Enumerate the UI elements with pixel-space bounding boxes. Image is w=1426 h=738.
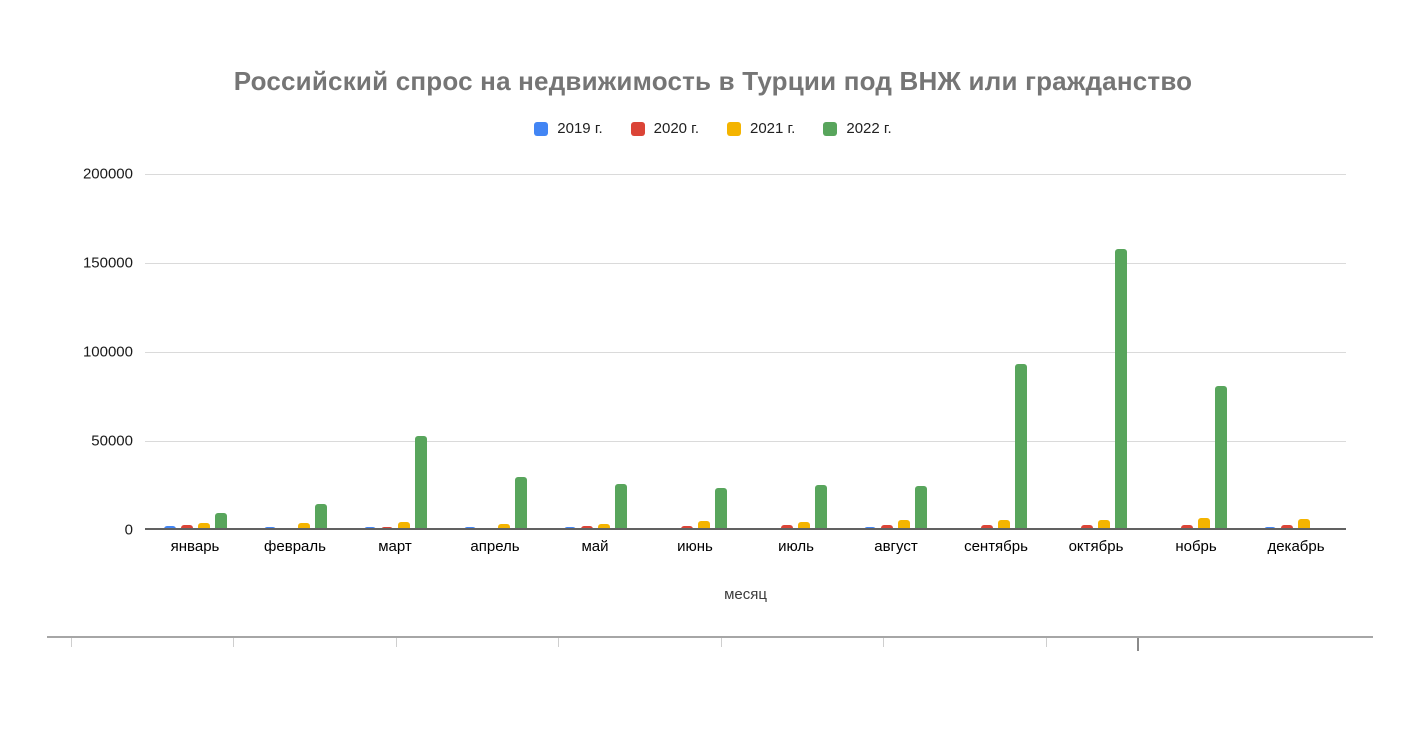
y-tick-label: 100000 <box>82 343 133 361</box>
ruler-tick <box>396 638 397 647</box>
ruler-tick <box>233 638 234 647</box>
bottom-ruler <box>47 636 1373 638</box>
gridline-150000 <box>145 263 1346 264</box>
bar-сентябрь-2021г. <box>998 520 1010 530</box>
ruler-tick-major <box>1137 638 1139 651</box>
gridline-0 <box>145 528 1346 530</box>
legend-label: 2021 г. <box>750 120 796 137</box>
bar-февраль-2021г. <box>298 523 310 530</box>
x-tick-label: апрель <box>470 538 520 555</box>
bar-май-2022г. <box>615 484 627 530</box>
x-tick-label: август <box>874 538 918 555</box>
ruler-tick <box>71 638 72 647</box>
bar-июль-2020г. <box>781 525 793 530</box>
bar-август-2022г. <box>915 486 927 530</box>
y-tick-label: 150000 <box>82 254 133 272</box>
y-tick-label: 50000 <box>91 432 133 450</box>
bar-май-2021г. <box>598 524 610 530</box>
bar-сентябрь-2022г. <box>1015 364 1027 530</box>
ruler-tick <box>558 638 559 647</box>
bar-январь-2020г. <box>181 525 193 530</box>
y-tick-label: 200000 <box>82 165 133 183</box>
bar-январь-2021г. <box>198 523 210 530</box>
y-tick-label: 0 <box>124 521 133 539</box>
plot-area: 0 50000 100000 150000 200000 январь февраль мар… <box>83 166 1346 555</box>
bar-апрель-2022г. <box>515 477 527 530</box>
bar-октябрь-2020г. <box>1081 525 1093 530</box>
legend-label: 2022 г. <box>846 120 892 137</box>
bar-сентябрь-2020г. <box>981 525 993 530</box>
bar-октябрь-2021г. <box>1098 520 1110 530</box>
x-tick-label: январь <box>170 538 220 555</box>
bar-апрель-2021г. <box>498 524 510 530</box>
legend-swatch-icon <box>534 121 549 136</box>
bar-нобрь-2021г. <box>1198 518 1210 530</box>
legend-item-1: 2020 г. <box>630 120 699 137</box>
bar-январь-2022г. <box>215 513 227 530</box>
chart-title: Российский спрос на недвижимость в Турци… <box>233 66 1193 96</box>
bar-октябрь-2022г. <box>1115 249 1127 530</box>
legend-label: 2020 г. <box>653 120 699 137</box>
bar-нобрь-2022г. <box>1215 386 1227 530</box>
legend-swatch-icon <box>727 121 741 136</box>
x-tick-label: нобрь <box>1175 538 1217 555</box>
bar-июнь-2022г. <box>715 488 727 530</box>
x-tick-label: июль <box>778 538 814 555</box>
gridline-200000 <box>145 174 1346 175</box>
bar-август-2020г. <box>881 525 893 530</box>
bar-июль-2022г. <box>815 485 827 530</box>
x-tick-label: декабрь <box>1267 538 1325 555</box>
legend-swatch-icon <box>823 121 838 136</box>
legend-label: 2019 г. <box>557 120 603 137</box>
gridline-50000 <box>145 441 1346 442</box>
legend-item-3: 2022 г. <box>823 120 892 137</box>
ruler-tick <box>883 638 884 647</box>
bar-июнь-2021г. <box>698 521 710 530</box>
x-tick-label: сентябрь <box>964 538 1028 555</box>
bar-февраль-2022г. <box>315 504 327 530</box>
legend-swatch-icon <box>630 121 645 136</box>
x-tick-label: март <box>378 538 412 555</box>
gridline-100000 <box>145 352 1346 353</box>
x-tick-label: май <box>581 538 609 555</box>
bar-декабрь-2021г. <box>1298 519 1310 530</box>
ruler-tick <box>721 638 722 647</box>
bar-март-2022г. <box>415 436 427 530</box>
legend-item-2: 2021 г. <box>727 120 795 137</box>
bar-июль-2021г. <box>798 522 810 530</box>
legend-item-0: 2019 г. <box>534 120 603 137</box>
x-tick-label: июнь <box>677 538 713 555</box>
bar-март-2021г. <box>398 522 410 530</box>
bar-декабрь-2020г. <box>1281 525 1293 530</box>
bar-нобрь-2020г. <box>1181 525 1193 530</box>
x-tick-label: февраль <box>264 538 326 555</box>
x-axis-title: месяц <box>724 586 767 603</box>
legend: 2019 г. 2020 г. 2021 г. 2022 г. <box>0 120 1426 137</box>
bar-август-2021г. <box>898 520 910 530</box>
x-tick-label: октябрь <box>1068 538 1124 555</box>
ruler-tick <box>1046 638 1047 647</box>
